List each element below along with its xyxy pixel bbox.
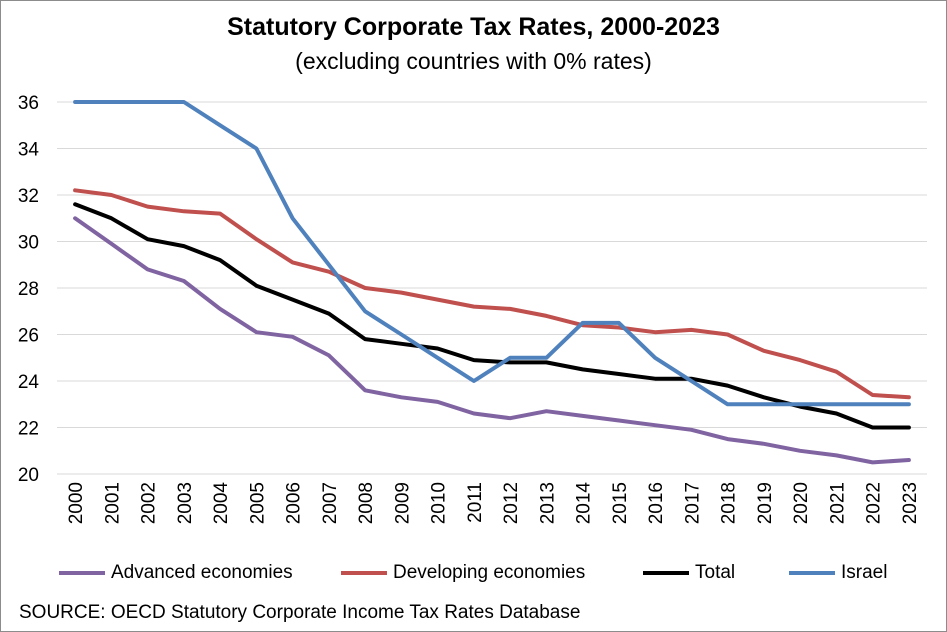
source-note: SOURCE: OECD Statutory Corporate Income … (19, 602, 581, 623)
y-tick-label: 30 (18, 233, 39, 254)
chart-subtitle: (excluding countries with 0% rates) (295, 48, 652, 74)
legend-label-developing-economies: Developing economies (393, 562, 586, 583)
legend-item-total: Total (643, 561, 735, 585)
x-tick-label: 2023 (900, 482, 921, 524)
legend-swatch-advanced-economies (59, 571, 105, 575)
legend-item-developing-economies: Developing economies (341, 561, 585, 585)
legend-item-advanced-economies: Advanced economies (59, 561, 293, 585)
x-tick-label: 2007 (320, 482, 341, 524)
chart-title: Statutory Corporate Tax Rates, 2000-2023 (227, 13, 720, 41)
x-tick-label: 2008 (356, 482, 377, 524)
series-lines (73, 100, 911, 465)
legend: Advanced economies Developing economies … (1, 561, 946, 585)
y-tick-label: 22 (18, 419, 39, 440)
x-tick-label: 2003 (175, 482, 196, 524)
x-tick-label: 2009 (392, 482, 413, 524)
x-tick-label: 2015 (610, 482, 631, 524)
y-axis-tick-labels: 20 22 24 26 28 30 32 34 36 (18, 93, 40, 486)
legend-label-total: Total (695, 562, 736, 583)
y-tick-label: 36 (18, 93, 39, 114)
legend-swatch-total (643, 571, 689, 575)
x-tick-label: 2017 (682, 482, 703, 524)
y-tick-label: 28 (18, 279, 39, 300)
x-tick-label: 2004 (211, 482, 232, 525)
y-tick-label: 26 (18, 326, 39, 347)
legend-swatch-israel (789, 571, 835, 575)
x-tick-label: 2014 (574, 482, 595, 525)
y-tick-label: 20 (18, 465, 39, 486)
x-tick-label: 2010 (429, 482, 450, 524)
x-tick-label: 2001 (102, 482, 123, 524)
y-tick-label: 32 (18, 186, 39, 207)
x-tick-label: 2019 (755, 482, 776, 524)
y-tick-label: 24 (18, 372, 40, 393)
x-axis-tick-labels: 2000 2001 2002 2003 2004 2005 2006 2007 2008 2009… (66, 482, 921, 525)
x-tick-label: 2005 (247, 482, 268, 524)
x-tick-label: 2016 (646, 482, 667, 524)
y-tick-label: 34 (18, 140, 40, 161)
series-line-israel (73, 100, 911, 407)
series-line-total (73, 202, 911, 430)
x-tick-label: 2022 (864, 482, 885, 524)
x-tick-label: 2013 (537, 482, 558, 524)
series-line-advanced-economies (73, 216, 911, 465)
x-tick-label: 2000 (66, 482, 87, 524)
legend-swatch-developing-economies (341, 571, 387, 575)
x-tick-label: 2002 (139, 482, 160, 524)
gridlines (57, 101, 927, 475)
legend-label-israel: Israel (841, 562, 888, 583)
x-tick-label: 2011 (465, 482, 486, 523)
x-tick-label: 2021 (827, 482, 848, 524)
x-tick-label: 2020 (791, 482, 812, 524)
legend-item-israel: Israel (789, 561, 887, 585)
series-line-developing-economies (73, 188, 911, 400)
x-tick-label: 2006 (284, 482, 305, 524)
x-tick-label: 2012 (501, 482, 522, 524)
legend-label-advanced-economies: Advanced economies (111, 562, 293, 583)
x-tick-label: 2018 (719, 482, 740, 524)
